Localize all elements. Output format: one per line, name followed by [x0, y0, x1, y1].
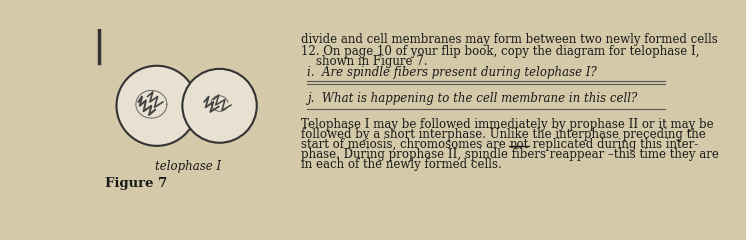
Text: i.  Are spindle fibers present during telophase I?: i. Are spindle fibers present during tel…	[307, 66, 597, 79]
Text: followed by a short interphase. Unlike the interphase preceding the: followed by a short interphase. Unlike t…	[301, 128, 706, 141]
Text: start of meiosis, chromosomes are: start of meiosis, chromosomes are	[301, 138, 510, 151]
Text: shown in Figure 7.: shown in Figure 7.	[301, 55, 427, 68]
Text: Figure 7: Figure 7	[105, 177, 167, 190]
Circle shape	[116, 66, 197, 146]
Circle shape	[182, 69, 257, 143]
Text: telophase I: telophase I	[154, 160, 221, 173]
Text: phase. During prophase II, spindle fibers reappear –this time they are: phase. During prophase II, spindle fiber…	[301, 148, 719, 161]
Text: not: not	[510, 138, 529, 151]
Text: 12. On page 10 of your flip book, copy the diagram for telophase I,: 12. On page 10 of your flip book, copy t…	[301, 45, 700, 58]
Text: divide and cell membranes may form between two newly formed cells: divide and cell membranes may form betwe…	[301, 33, 718, 46]
Text: Telophase I may be followed immediately by prophase II or it may be: Telophase I may be followed immediately …	[301, 118, 714, 131]
Text: in each of the newly formed cells.: in each of the newly formed cells.	[301, 158, 502, 171]
Text: j.  What is happening to the cell membrane in this cell?: j. What is happening to the cell membran…	[307, 92, 637, 105]
Text: replicated during this inter-: replicated during this inter-	[529, 138, 698, 151]
